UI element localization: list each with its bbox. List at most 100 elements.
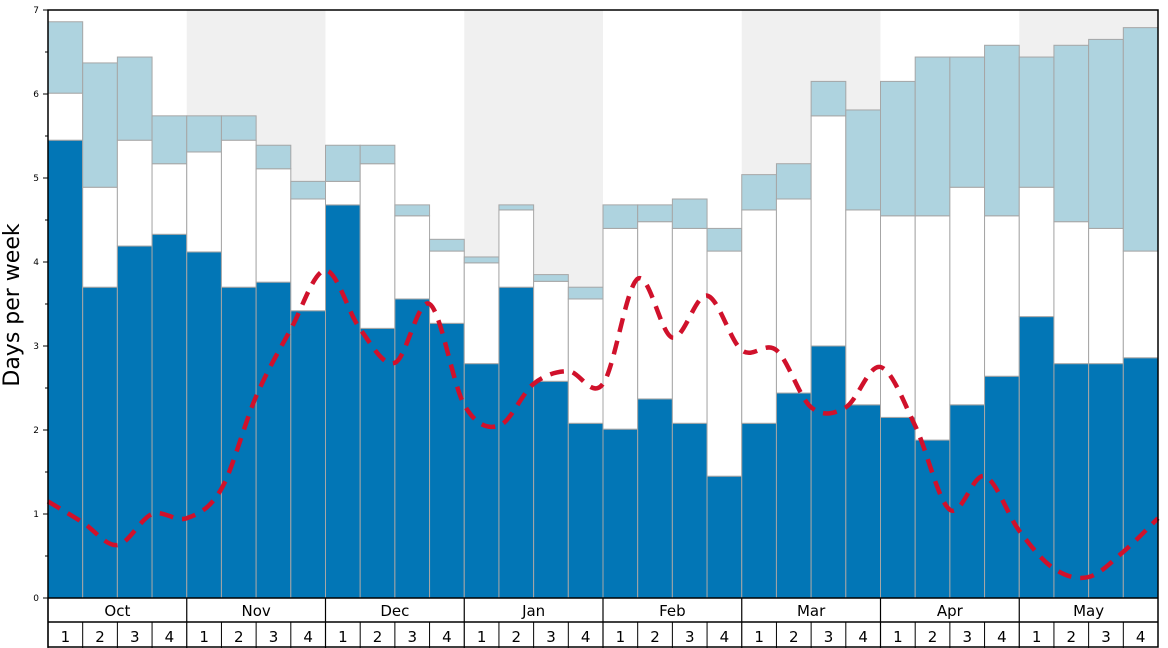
bar-dark-29 (1053, 363, 1090, 599)
bar-light-6 (255, 144, 292, 170)
week-label: 1 (477, 628, 487, 646)
week-label: 3 (962, 628, 972, 646)
bar-dark-11 (429, 322, 465, 599)
bar-light-15 (567, 286, 604, 300)
bar-dark-12 (463, 363, 500, 599)
axes: 0 1 2 3 4 5 6 7 Oct 1 2 3 4 Nov 1 2 3 4 Dec 1 2 3 4 Jan 1 2 3 4 Feb 1… (33, 6, 1159, 648)
bar-white-14 (533, 280, 569, 382)
week-label: 2 (512, 628, 522, 646)
y-axis-label: Days per week (0, 223, 25, 386)
month-label-apr: Apr (937, 602, 964, 620)
month-label-may: May (1073, 602, 1104, 620)
bar-light-16 (602, 204, 639, 229)
bar-light-2 (116, 56, 153, 141)
bar-white-18 (671, 227, 708, 424)
bar-dark-21 (775, 392, 812, 599)
bar-light-30 (1088, 38, 1124, 229)
week-label: 4 (581, 628, 591, 646)
y-tick-label: 1 (33, 510, 39, 520)
y-tick-label: 7 (33, 6, 39, 16)
bar-white-20 (741, 209, 777, 424)
bar-dark-9 (359, 327, 396, 599)
y-tick-label: 0 (33, 594, 39, 604)
bar-dark-17 (637, 398, 673, 599)
bar-light-24 (880, 80, 916, 217)
bar-dark-15 (567, 422, 604, 599)
month-label-nov: Nov (241, 602, 270, 620)
bar-dark-13 (498, 286, 535, 599)
bar-light-19 (706, 227, 743, 252)
bar-white-3 (151, 163, 188, 235)
bar-light-14 (533, 274, 569, 282)
bar-dark-8 (325, 204, 361, 599)
bar-white-23 (845, 209, 881, 406)
bar-dark-28 (1018, 316, 1055, 599)
bar-white-10 (394, 215, 431, 300)
bar-light-25 (914, 56, 951, 217)
bar-light-9 (359, 144, 396, 165)
week-label: 2 (928, 628, 938, 646)
bar-dark-3 (151, 233, 188, 599)
week-label: 4 (997, 628, 1007, 646)
month-label-feb: Feb (659, 602, 686, 620)
week-label: 4 (165, 628, 175, 646)
bar-white-0 (47, 92, 84, 141)
bar-dark-19 (706, 475, 743, 599)
bar-white-31 (1122, 250, 1159, 359)
week-label: 1 (754, 628, 764, 646)
bar-white-22 (810, 115, 847, 347)
bar-dark-25 (914, 439, 951, 599)
bar-light-17 (637, 204, 673, 223)
week-label: 1 (1032, 628, 1042, 646)
bar-light-10 (394, 204, 431, 217)
bar-dark-22 (810, 345, 847, 599)
bar-light-3 (151, 115, 188, 165)
bar-light-11 (429, 238, 465, 252)
bar-dark-1 (82, 286, 118, 599)
bar-light-31 (1122, 27, 1159, 252)
month-label-oct: Oct (104, 602, 130, 620)
bar-white-5 (220, 139, 257, 288)
y-tick-label: 2 (33, 426, 39, 436)
week-label: 2 (234, 628, 244, 646)
y-tick-label: 4 (33, 258, 39, 268)
week-label: 3 (546, 628, 556, 646)
week-label: 4 (720, 628, 730, 646)
bar-dark-26 (949, 404, 986, 599)
bar-light-23 (845, 109, 881, 211)
month-label-dec: Dec (380, 602, 409, 620)
trend-line-path (46, 268, 1160, 581)
bar-white-26 (949, 186, 986, 406)
week-label: 3 (685, 628, 695, 646)
bar-light-21 (775, 163, 812, 200)
bar-dark-6 (255, 281, 292, 599)
week-label: 1 (199, 628, 209, 646)
bar-dark-18 (671, 422, 708, 599)
week-label: 2 (650, 628, 660, 646)
bar-dark-30 (1088, 363, 1124, 599)
bar-light-20 (741, 174, 777, 211)
month-label-jan: Jan (521, 602, 545, 620)
week-label: 1 (616, 628, 626, 646)
bar-dark-14 (533, 380, 569, 599)
bar-white-11 (429, 250, 465, 324)
bar-white-2 (116, 139, 153, 247)
bar-light-12 (463, 256, 500, 264)
bar-light-0 (47, 21, 84, 94)
bar-dark-16 (602, 428, 639, 599)
bar-white-8 (325, 180, 361, 206)
y-tick-label: 3 (33, 342, 39, 352)
trend-line (46, 268, 1160, 581)
bar-white-15 (567, 298, 604, 424)
week-label: 2 (1067, 628, 1077, 646)
bar-dark-10 (394, 298, 431, 599)
week-label: 3 (824, 628, 834, 646)
week-label: 3 (130, 628, 140, 646)
bar-dark-4 (186, 251, 222, 599)
week-label: 1 (338, 628, 348, 646)
week-label: 4 (442, 628, 452, 646)
week-label: 3 (407, 628, 417, 646)
y-tick-label: 6 (33, 90, 39, 100)
bar-white-28 (1018, 186, 1055, 318)
week-label: 3 (269, 628, 279, 646)
